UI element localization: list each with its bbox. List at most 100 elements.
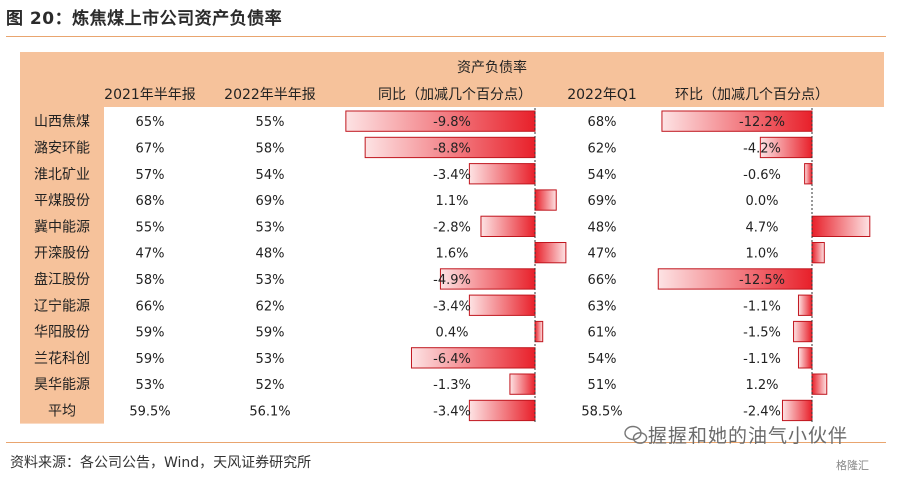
qoq-bar (811, 215, 871, 237)
footer-rule (6, 442, 886, 443)
qoq-label: -4.2% (743, 141, 781, 156)
h1-2022-value: 53% (256, 352, 285, 367)
q1-2022-value: 54% (588, 168, 617, 183)
company-name: 平均 (48, 403, 76, 419)
watermark-text: 握握和她的油气小伙伴 (622, 421, 848, 448)
yoy-label: 0.4% (435, 326, 468, 341)
yoy-bar (410, 347, 536, 369)
yoy-bar (364, 136, 536, 159)
q1-2022-value: 48% (588, 220, 617, 235)
qoq-bar (804, 163, 813, 185)
yoy-bar (468, 163, 536, 185)
q1-2022-value: 66% (588, 273, 617, 288)
company-name: 潞安环能 (34, 140, 90, 156)
qoq-bar (797, 294, 813, 316)
q1-2022-value: 68% (588, 115, 617, 130)
q1-2022-value: 54% (588, 352, 617, 367)
company-name: 华阳股份 (34, 325, 90, 341)
table-background (20, 52, 884, 424)
table-header: 资产负债率 2021年半年报 2022年半年报 同比（加减几个百分点） 2022年Q1 环… (104, 59, 829, 103)
yoy-bar (534, 189, 557, 211)
h1-2021-value: 59.5% (129, 404, 170, 419)
h1-2022-value: 53% (256, 220, 285, 235)
company-name: 冀中能源 (34, 219, 90, 235)
table-bars (345, 110, 871, 422)
h1-2021-value: 59% (136, 326, 165, 341)
qoq-label: 4.7% (745, 220, 778, 235)
h1-2021-value: 66% (136, 299, 165, 314)
h1-2021-value: 65% (136, 115, 165, 130)
h1-2022-value: 58% (256, 141, 285, 156)
h1-2021-value: 57% (136, 168, 165, 183)
h1-2022-value: 69% (256, 194, 285, 209)
brand-logo: 格隆汇 (836, 459, 869, 472)
q1-2022-value: 61% (588, 326, 617, 341)
qoq-label: -1.1% (743, 352, 781, 367)
qoq-label: -2.4% (743, 404, 781, 419)
yoy-label: -3.4% (433, 168, 471, 183)
company-name: 盘江股份 (34, 271, 90, 288)
yoy-bar (439, 268, 536, 290)
wechat-icon (624, 425, 648, 444)
h1-2021-value: 67% (136, 141, 165, 156)
yoy-bar (468, 294, 536, 316)
yoy-bar (468, 399, 536, 422)
qoq-bar (811, 373, 828, 395)
chart-title: 图 20：炼焦煤上市公司资产负债率 (6, 9, 283, 29)
qoq-bar (657, 268, 813, 290)
company-name: 平煤股份 (34, 193, 90, 209)
column-header: 2022年半年报 (224, 87, 316, 103)
yoy-bar (480, 215, 536, 237)
q1-2022-value: 62% (588, 141, 617, 156)
company-name: 昊华能源 (34, 377, 90, 393)
column-header: 2021年半年报 (104, 87, 196, 103)
yoy-label: -3.4% (433, 299, 471, 314)
q1-2022-value: 51% (588, 378, 617, 393)
h1-2021-value: 47% (136, 247, 165, 262)
yoy-label: 1.1% (435, 194, 468, 209)
h1-2021-value: 53% (136, 378, 165, 393)
qoq-label: 1.2% (745, 378, 778, 393)
qoq-label: 0.0% (745, 194, 778, 209)
yoy-bar (534, 320, 544, 343)
yoy-label: -6.4% (433, 352, 471, 367)
qoq-label: -12.2% (739, 115, 785, 130)
yoy-bar (509, 373, 536, 395)
title-underline (6, 36, 886, 37)
h1-2021-value: 58% (136, 273, 165, 288)
h1-2022-value: 56.1% (249, 404, 290, 419)
column-header: 环比（加减几个百分点） (675, 87, 829, 103)
qoq-bar (781, 399, 813, 422)
q1-2022-value: 58.5% (581, 404, 622, 419)
table-axes (534, 108, 813, 424)
h1-2022-value: 54% (256, 168, 285, 183)
header-background (20, 52, 884, 107)
source-note: 资料来源：各公司公告，Wind，天风证券研究所 (10, 455, 312, 471)
q1-2022-value: 63% (588, 299, 617, 314)
yoy-label: -4.9% (433, 273, 471, 288)
h1-2022-value: 53% (256, 273, 285, 288)
group-header: 资产负债率 (457, 59, 527, 76)
table-cells: 山西焦煤 65% 55% -9.8% 68% -12.2% 潞安环能 67% 58% -8.8% 6… (34, 114, 785, 419)
company-name: 辽宁能源 (34, 297, 90, 314)
qoq-bar (661, 110, 813, 132)
company-name: 山西焦煤 (34, 114, 90, 130)
qoq-bar (759, 136, 813, 159)
h1-2022-value: 59% (256, 326, 285, 341)
qoq-bar (811, 242, 825, 264)
yoy-label: 1.6% (435, 247, 468, 262)
h1-2022-value: 52% (256, 378, 285, 393)
qoq-label: -1.1% (743, 299, 781, 314)
yoy-label: -1.3% (433, 378, 471, 393)
qoq-bar (797, 347, 813, 369)
qoq-label: 1.0% (745, 247, 778, 262)
watermark-label: 握握和她的油气小伙伴 (648, 425, 849, 447)
h1-2022-value: 48% (256, 247, 285, 262)
yoy-label: -8.8% (433, 141, 471, 156)
yoy-label: -3.4% (433, 404, 471, 419)
qoq-bar (793, 320, 813, 343)
qoq-label: -12.5% (739, 273, 785, 288)
h1-2021-value: 55% (136, 220, 165, 235)
name-column-background (20, 52, 104, 424)
